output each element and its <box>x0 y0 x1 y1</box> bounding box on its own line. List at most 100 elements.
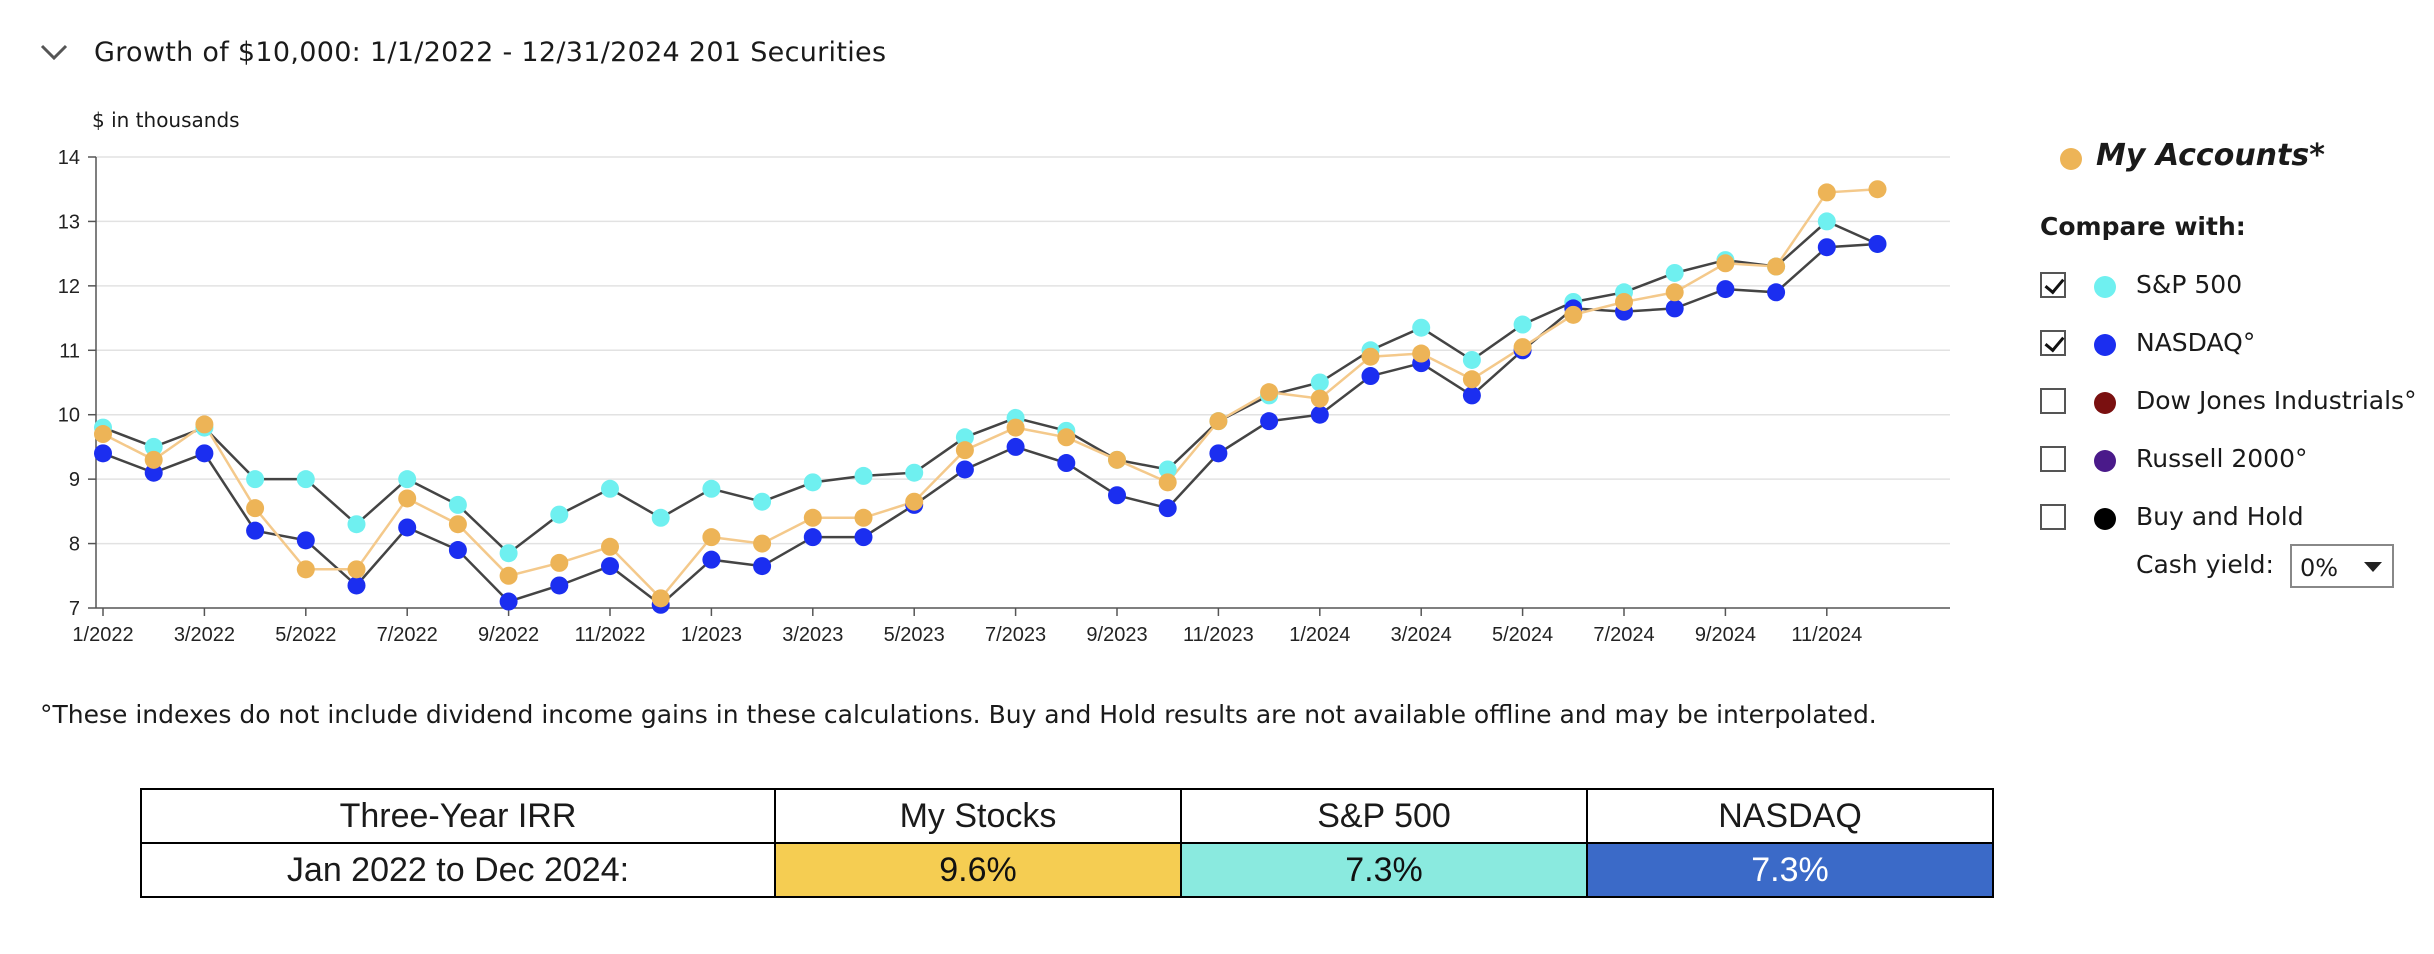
y-tick-label: 12 <box>58 276 80 298</box>
data-point <box>1513 338 1532 357</box>
data-point <box>1260 412 1279 431</box>
data-point <box>955 441 974 460</box>
data-point <box>1209 444 1228 463</box>
dow-jones-dot <box>2094 392 2116 414</box>
x-tick-label: 7/2024 <box>1593 624 1654 646</box>
data-point <box>905 492 924 511</box>
data-point <box>1361 367 1380 386</box>
data-point <box>1108 450 1126 469</box>
x-tick-label: 11/2023 <box>1183 624 1254 646</box>
data-point <box>753 557 772 576</box>
data-point <box>1716 280 1735 299</box>
x-tick-label: 3/2023 <box>782 624 843 646</box>
data-point <box>1412 318 1431 337</box>
data-point <box>398 518 417 537</box>
x-tick-label: 7/2023 <box>985 624 1046 646</box>
data-point <box>955 460 974 479</box>
data-point <box>1615 292 1633 311</box>
sp500-dot <box>2094 276 2116 298</box>
data-point <box>195 444 214 463</box>
y-tick-label: 7 <box>69 598 80 620</box>
legend-item-russell-2000[interactable]: Russell 2000° <box>2040 440 2434 480</box>
nasdaq-checkbox[interactable] <box>2040 330 2066 356</box>
data-point <box>702 550 721 569</box>
data-point <box>550 553 569 572</box>
data-point <box>1006 418 1025 437</box>
data-point <box>1057 428 1076 447</box>
data-point <box>905 463 924 482</box>
data-point <box>296 531 315 550</box>
y-tick-label: 9 <box>69 469 80 491</box>
y-tick-label: 14 <box>58 147 80 169</box>
x-tick-label: 9/2022 <box>478 624 539 646</box>
data-point <box>195 415 214 434</box>
y-units-label: $ in thousands <box>92 108 240 132</box>
data-point <box>347 576 366 595</box>
irr-value-my-stocks: 9.6% <box>774 842 1182 898</box>
legend-my-accounts: My Accounts* <box>2060 138 2325 173</box>
data-point <box>702 528 721 547</box>
nasdaq-label: NASDAQ° <box>2136 328 2256 357</box>
growth-chart: 7 8 9 10 11 12 13 14 1/2022 3/2022 5/2022 7/2022 9/2… <box>58 147 1950 646</box>
irr-value-row: Jan 2022 to Dec 2024: 9.6% 7.3% 7.3% <box>140 842 1994 898</box>
sp500-label: S&P 500 <box>2136 270 2243 299</box>
data-point <box>601 557 619 576</box>
data-point <box>1868 234 1887 253</box>
y-tick-label: 13 <box>58 211 80 233</box>
irr-header-cell: Three-Year IRR <box>140 788 776 844</box>
data-point <box>1767 283 1786 302</box>
data-point <box>1310 389 1329 408</box>
section-header: Growth of $10,000: 1/1/2022 - 12/31/2024… <box>36 30 886 74</box>
data-point <box>1665 263 1684 282</box>
data-point <box>1158 499 1177 518</box>
x-tick-label: 1/2022 <box>72 624 133 646</box>
data-point <box>803 473 822 492</box>
cash-yield-select[interactable]: 0% <box>2290 544 2394 588</box>
x-tick-label: 9/2023 <box>1086 624 1147 646</box>
legend-item-nasdaq[interactable]: NASDAQ° <box>2040 324 2434 364</box>
data-point <box>854 528 873 547</box>
chevron-down-icon[interactable] <box>36 34 72 70</box>
sp500-checkbox[interactable] <box>2040 272 2066 298</box>
data-point <box>803 508 822 527</box>
data-point <box>550 505 569 524</box>
x-tick-label: 3/2022 <box>174 624 235 646</box>
data-point <box>347 515 366 534</box>
data-point <box>448 495 467 514</box>
data-point <box>1817 183 1836 202</box>
legend-my-accounts-label: My Accounts* <box>2096 138 2325 173</box>
y-tick-label: 11 <box>59 340 80 362</box>
footnote: °These indexes do not include dividend i… <box>40 700 1877 729</box>
y-tick-label: 10 <box>58 405 80 427</box>
data-point <box>246 499 265 518</box>
data-point <box>144 450 163 469</box>
legend-item-sp500[interactable]: S&P 500 <box>2040 266 2434 306</box>
x-tick-label: 11/2024 <box>1791 624 1862 646</box>
irr-value-nasdaq: 7.3% <box>1586 842 1994 898</box>
x-tick-label: 1/2024 <box>1289 624 1350 646</box>
series-line <box>102 219 1879 555</box>
data-point <box>144 437 163 456</box>
data-point <box>1361 347 1380 366</box>
legend-item-dow-jones[interactable]: Dow Jones Industrials° <box>2040 382 2434 422</box>
data-point <box>601 479 619 498</box>
russell-2000-checkbox[interactable] <box>2040 446 2066 472</box>
dropdown-arrow-icon[interactable] <box>2364 562 2382 572</box>
data-point <box>1260 383 1279 402</box>
legend-item-buy-and-hold[interactable]: Buy and Hold <box>2040 498 2434 538</box>
section-title: Growth of $10,000: 1/1/2022 - 12/31/2024… <box>94 36 887 68</box>
data-point <box>1006 437 1025 456</box>
cash-yield-value: 0% <box>2300 554 2339 582</box>
dow-jones-checkbox[interactable] <box>2040 388 2066 414</box>
irr-value-sp500: 7.3% <box>1180 842 1588 898</box>
buy-and-hold-checkbox[interactable] <box>2040 504 2066 530</box>
dow-jones-label: Dow Jones Industrials° <box>2136 386 2417 415</box>
buy-and-hold-label: Buy and Hold <box>2136 502 2304 531</box>
data-point <box>296 560 315 579</box>
irr-header-cell: My Stocks <box>774 788 1182 844</box>
irr-header-cell: NASDAQ <box>1586 788 1994 844</box>
data-point <box>1513 315 1532 334</box>
nasdaq-dot <box>2094 334 2116 356</box>
data-point <box>1868 180 1887 199</box>
data-point <box>499 544 518 563</box>
